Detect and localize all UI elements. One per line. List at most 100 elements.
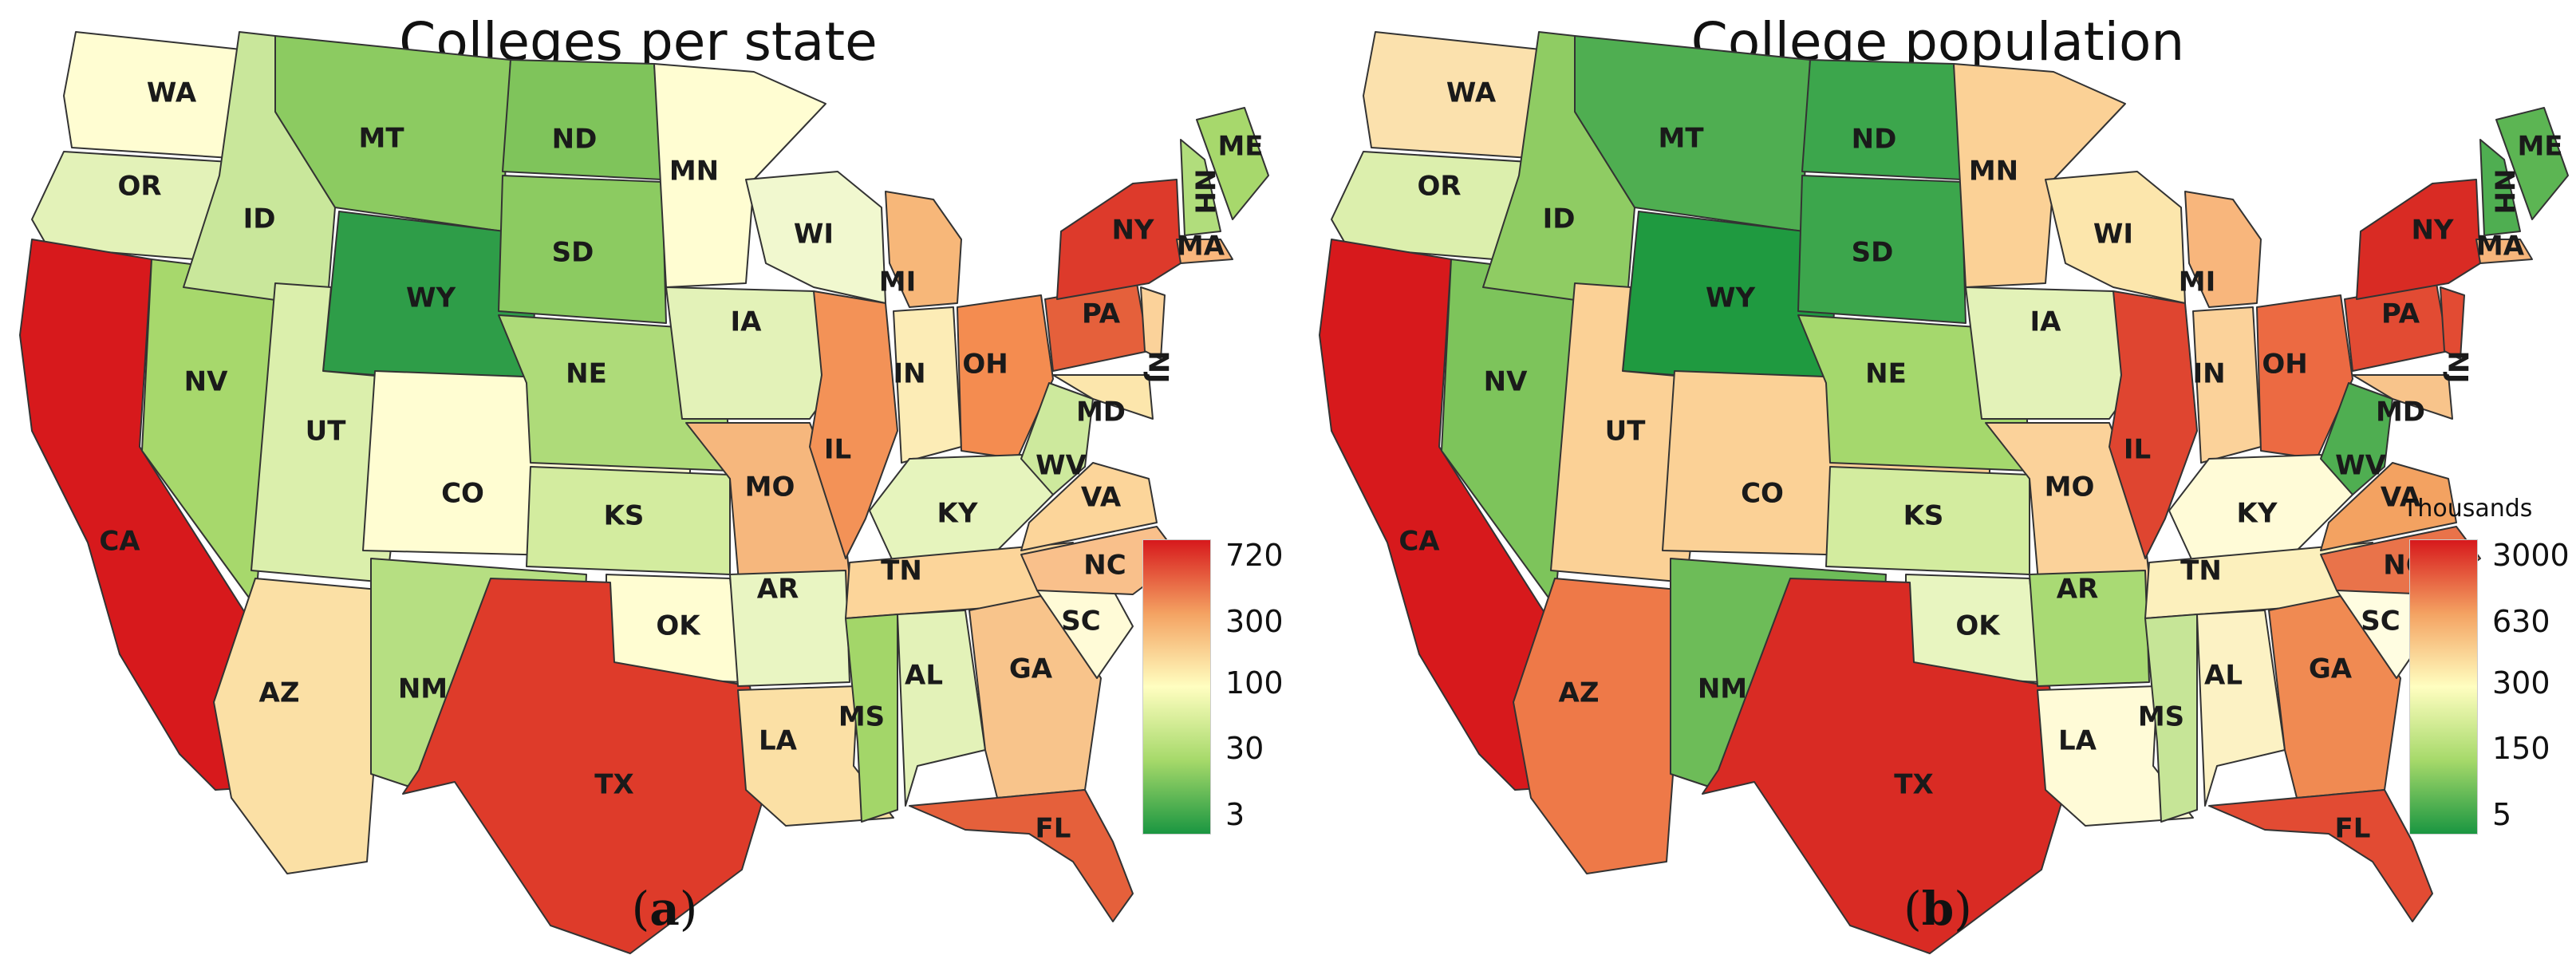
state-al: AL — [2196, 610, 2286, 807]
state-label: MO — [2045, 472, 2095, 503]
caption-letter: b — [1921, 882, 1955, 936]
state-tx: TX — [402, 578, 767, 954]
legend-tick: 30 — [1225, 731, 1264, 766]
state-wv: WV — [1020, 382, 1094, 495]
state-label: IL — [824, 434, 851, 466]
state-ms: MS — [838, 614, 898, 823]
state-shape — [2184, 191, 2262, 308]
state-shape — [909, 789, 1134, 922]
colleges-per-state-panel: Colleges per state WA OR CA NV ID MT WY UT AZ CO N… — [0, 0, 1284, 963]
state-ar: AR — [729, 570, 850, 687]
state-label: VA — [2381, 482, 2421, 514]
state-me: ME — [1196, 107, 1269, 220]
state-shape — [1020, 462, 1158, 551]
state-shape — [1513, 578, 1687, 874]
state-shape — [1797, 175, 1967, 324]
state-label: CA — [99, 526, 140, 558]
state-wa: WA — [1363, 31, 1564, 160]
state-label: CO — [1741, 478, 1784, 510]
state-label: PA — [2381, 298, 2420, 330]
state-shape — [2479, 139, 2521, 236]
state-nv: NV — [141, 259, 284, 607]
state-nd: ND — [502, 59, 663, 180]
college-population-panel: College population WA OR CA NV ID MT WY UT AZ CO N… — [1300, 0, 2576, 963]
state-ny: NY — [2356, 179, 2481, 300]
state-ar: AR — [2029, 570, 2150, 687]
state-me: ME — [2495, 107, 2569, 220]
state-label: AR — [757, 574, 799, 606]
legend-tick: 3000 — [2492, 538, 2570, 573]
state-nd: ND — [1801, 59, 1963, 180]
state-label: KS — [604, 500, 645, 532]
state-label: IN — [2192, 358, 2225, 390]
state-label: NV — [184, 366, 228, 398]
state-shape — [63, 31, 264, 160]
state-sd: SD — [498, 175, 667, 324]
state-tx: TX — [1702, 578, 2066, 954]
state-label: MN — [669, 156, 719, 187]
state-label: UT — [1605, 416, 1647, 448]
state-il: IL — [2109, 290, 2198, 559]
state-ky: KY — [869, 454, 1058, 563]
state-shape — [2109, 290, 2198, 559]
state-label: OR — [117, 171, 161, 203]
state-shape — [1180, 139, 1221, 236]
state-md: MD — [1052, 374, 1154, 428]
state-ms: MS — [2138, 614, 2198, 823]
state-nc: NC — [1020, 526, 1181, 595]
legend-tick: 100 — [1225, 665, 1284, 701]
state-in: IN — [2192, 306, 2262, 464]
state-label: MT — [358, 123, 404, 155]
state-shape — [2320, 382, 2393, 495]
state-az: AZ — [213, 578, 388, 874]
state-oh: OH — [2256, 294, 2353, 460]
state-label: CO — [441, 478, 484, 510]
state-ks: KS — [526, 466, 731, 575]
state-label: IA — [2030, 306, 2062, 338]
state-label: VA — [1081, 482, 1122, 514]
state-shape — [2475, 239, 2533, 264]
state-label: ID — [1543, 203, 1576, 235]
state-mt: MT — [274, 35, 511, 232]
state-label: MI — [879, 266, 916, 298]
state-shape — [502, 59, 663, 180]
state-pa: PA — [2344, 282, 2449, 372]
state-mn: MN — [653, 63, 826, 288]
state-label: ND — [1852, 124, 1897, 156]
state-label: NM — [1698, 673, 1747, 705]
state-wv: WV — [2320, 382, 2393, 495]
state-label: LA — [759, 725, 798, 757]
state-shape — [402, 578, 767, 954]
state-mi: MI — [2179, 191, 2262, 308]
state-shape — [885, 191, 962, 308]
state-label: TX — [594, 769, 633, 801]
state-label: MS — [838, 701, 885, 733]
state-label: GA — [1009, 653, 1053, 685]
state-label: MO — [745, 472, 795, 503]
state-in: IN — [893, 306, 962, 464]
state-label: CA — [1398, 526, 1440, 558]
state-label: TX — [1894, 769, 1933, 801]
state-label: SC — [1061, 606, 1100, 637]
state-label: ME — [1217, 131, 1263, 163]
state-label: TN — [2180, 555, 2222, 587]
state-label: WY — [406, 282, 456, 314]
state-label: IN — [893, 358, 925, 390]
state-va: VA — [2320, 462, 2457, 551]
state-ks: KS — [1825, 466, 2030, 575]
state-label: NC — [1083, 550, 1126, 582]
state-label: OH — [962, 349, 1008, 381]
state-shape — [2029, 570, 2150, 687]
state-shape — [498, 175, 667, 324]
state-shape — [809, 290, 898, 559]
state-label: SD — [1852, 237, 1894, 269]
state-shape — [1140, 286, 1166, 360]
state-va: VA — [1020, 462, 1158, 551]
state-label: UT — [306, 416, 347, 448]
state-la: LA — [2037, 685, 2194, 827]
state-wi: WI — [2045, 171, 2186, 304]
state-label: WI — [2093, 219, 2133, 251]
state-shape — [2495, 107, 2569, 220]
state-label: MD — [2376, 397, 2425, 428]
caption-letter: a — [649, 882, 680, 936]
